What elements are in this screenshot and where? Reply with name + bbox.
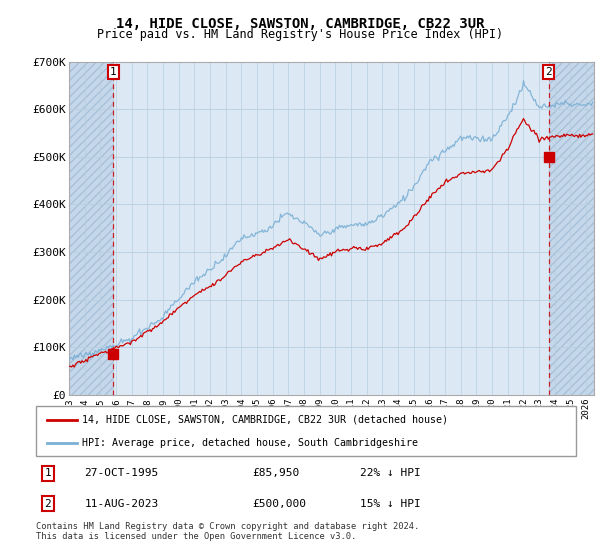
FancyBboxPatch shape <box>36 406 576 456</box>
Text: 1: 1 <box>44 468 51 478</box>
Text: 22% ↓ HPI: 22% ↓ HPI <box>360 468 421 478</box>
Text: 2: 2 <box>44 499 51 509</box>
Text: Price paid vs. HM Land Registry's House Price Index (HPI): Price paid vs. HM Land Registry's House … <box>97 28 503 41</box>
Text: 11-AUG-2023: 11-AUG-2023 <box>85 499 159 509</box>
Bar <box>549 62 594 395</box>
Text: £85,950: £85,950 <box>252 468 299 478</box>
Bar <box>69 62 113 395</box>
Text: 27-OCT-1995: 27-OCT-1995 <box>85 468 159 478</box>
Text: HPI: Average price, detached house, South Cambridgeshire: HPI: Average price, detached house, Sout… <box>82 438 418 448</box>
Bar <box>549 62 594 395</box>
Text: Contains HM Land Registry data © Crown copyright and database right 2024.
This d: Contains HM Land Registry data © Crown c… <box>36 522 419 542</box>
Text: 14, HIDE CLOSE, SAWSTON, CAMBRIDGE, CB22 3UR: 14, HIDE CLOSE, SAWSTON, CAMBRIDGE, CB22… <box>116 17 484 31</box>
Text: 15% ↓ HPI: 15% ↓ HPI <box>360 499 421 509</box>
Text: £500,000: £500,000 <box>252 499 306 509</box>
Text: 2: 2 <box>545 67 552 77</box>
Text: 14, HIDE CLOSE, SAWSTON, CAMBRIDGE, CB22 3UR (detached house): 14, HIDE CLOSE, SAWSTON, CAMBRIDGE, CB22… <box>82 414 448 424</box>
Bar <box>69 62 113 395</box>
Text: 1: 1 <box>110 67 116 77</box>
